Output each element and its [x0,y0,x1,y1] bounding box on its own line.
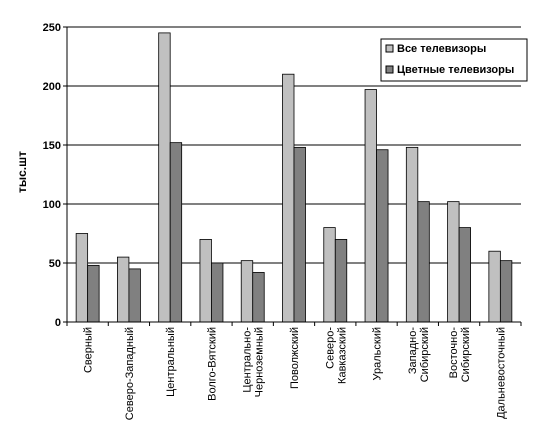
x-category-label: Сибирский [460,327,472,382]
bar-all-2 [158,32,171,323]
legend-box [380,38,528,82]
x-category-label: Дальневосточный [495,327,507,419]
bar-color-2 [169,142,183,323]
bar-color-0 [87,264,100,323]
legend: Все телевизоры Цветные телевизоры [380,38,528,82]
bar-color-8 [417,201,430,323]
x-category-label: Центрально- [242,327,254,393]
legend-swatch-color [385,65,394,74]
y-tick-label: 250 [43,22,61,34]
x-category-labels: Сверный Северо-Западный Центральный Волго-В… [83,327,508,421]
bars [75,32,513,323]
bar-color-3 [211,262,224,323]
x-category-label: Северо- [324,327,336,369]
y-tick-label: 100 [43,199,61,211]
bar-color-7 [376,149,389,323]
x-category-label: Поволжский [289,327,301,389]
bar-all-0 [75,233,89,323]
bar-all-6 [323,227,336,323]
bar-all-3 [199,238,212,323]
bar-color-10 [499,260,513,323]
bar-all-1 [117,256,130,323]
y-tick-label: 50 [49,258,61,270]
bar-color-5 [293,146,306,323]
y-tick-labels: 0 50 100 150 200 250 [43,22,61,329]
x-category-label: Сибирский [419,327,431,382]
bar-all-10 [488,250,501,323]
x-category-label: Сверный [83,327,95,373]
x-category-label: Западно- [407,327,419,374]
legend-swatch-all [385,44,394,53]
bar-all-8 [405,146,419,323]
y-tick-label: 150 [43,140,61,152]
bar-all-5 [282,73,295,323]
x-category-label: Уральский [372,327,384,380]
bar-color-9 [458,227,471,323]
legend-label-color: Цветные телевизоры [397,64,514,76]
x-category-label: Волго-Вятский [206,327,218,401]
bar-color-4 [252,272,265,323]
x-category-label: Северо-Западный [124,327,136,420]
bar-all-4 [240,260,254,323]
x-category-label: Черноземный [254,327,266,397]
y-tick-label: 200 [43,81,61,93]
x-category-label: Центральный [165,327,177,397]
axes [63,26,522,326]
bar-all-7 [364,89,377,323]
y-axis-label: тыс.шт [15,151,29,193]
bar-color-6 [334,238,348,323]
x-category-label: Восточно- [448,327,460,379]
legend-label-all: Все телевизоры [397,43,486,55]
x-category-label: Кавказский [336,327,348,384]
bar-all-9 [447,201,460,323]
y-tick-label: 0 [55,317,61,329]
bar-color-1 [128,268,141,323]
